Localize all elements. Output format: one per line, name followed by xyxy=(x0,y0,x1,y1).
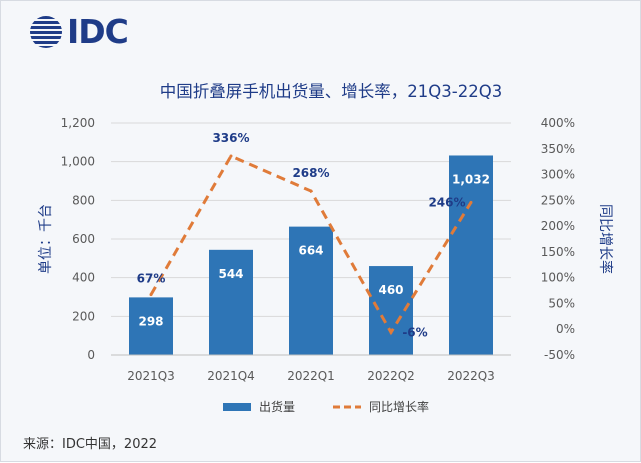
y-tick-label-right: 150% xyxy=(541,245,575,259)
y-tick-label-left: 600 xyxy=(72,232,95,246)
chart-title: 中国折叠屏手机出货量、增长率，21Q3-22Q3 xyxy=(160,82,502,101)
bar-value-label: 460 xyxy=(378,283,403,297)
growth-rate-point xyxy=(389,330,393,334)
y-tick-label-right: 350% xyxy=(541,142,575,156)
growth-rate-label: 246% xyxy=(428,195,465,209)
bar-2022Q3 xyxy=(449,155,493,355)
y-tick-label-right: 300% xyxy=(541,168,575,182)
bar-value-label: 544 xyxy=(218,267,243,281)
bar-2022Q1 xyxy=(289,226,333,355)
idc-logo: IDC xyxy=(29,12,129,51)
y-tick-label-left: 400 xyxy=(72,271,95,285)
source-note: 来源：IDC中国，2022 xyxy=(23,437,158,452)
bar-value-label: 298 xyxy=(138,314,163,328)
bar-value-label: 664 xyxy=(298,244,323,258)
growth-rate-label: 268% xyxy=(292,166,329,180)
legend-swatch-bar xyxy=(223,403,251,411)
growth-rate-label: -6% xyxy=(402,325,427,339)
y-tick-label-left: 800 xyxy=(72,193,95,207)
growth-rate-point xyxy=(149,293,153,297)
y-tick-label-left: 1,200 xyxy=(61,116,95,130)
bar-2021Q4 xyxy=(209,249,253,355)
y-tick-label-left: 0 xyxy=(87,348,95,362)
growth-rate-point xyxy=(229,154,233,158)
bar-2021Q3 xyxy=(129,297,173,355)
globe-icon xyxy=(30,16,62,48)
x-tick-label: 2021Q4 xyxy=(207,369,255,383)
growth-rate-label: 336% xyxy=(212,131,249,145)
y-tick-label-left: 1,000 xyxy=(61,155,95,169)
y-tick-label-left: 200 xyxy=(72,309,95,323)
growth-rate-point xyxy=(309,189,313,193)
y-tick-label-right: 250% xyxy=(541,193,575,207)
y-axis-title-right: 同比增长率 xyxy=(597,204,614,274)
legend-label-bar: 出货量 xyxy=(259,399,295,414)
legend-label-line: 同比增长率 xyxy=(369,399,429,414)
y-axis-title-left: 单位：千台 xyxy=(38,204,54,274)
y-tick-label-right: 0% xyxy=(556,322,575,336)
x-tick-label: 2022Q2 xyxy=(367,369,415,383)
y-tick-label-right: -50% xyxy=(544,348,575,362)
growth-rate-point xyxy=(469,200,473,204)
y-tick-label-right: 400% xyxy=(541,116,575,130)
y-tick-label-right: 100% xyxy=(541,271,575,285)
x-tick-label: 2021Q3 xyxy=(127,369,175,383)
logo-text: IDC xyxy=(67,12,129,51)
x-tick-label: 2022Q1 xyxy=(287,369,335,383)
y-tick-label-right: 50% xyxy=(548,296,575,310)
y-tick-label-right: 200% xyxy=(541,219,575,233)
growth-rate-label: 67% xyxy=(137,272,166,286)
bar-value-label: 1,032 xyxy=(452,172,490,186)
bar-2022Q2 xyxy=(369,266,413,355)
x-tick-label: 2022Q3 xyxy=(447,369,495,383)
